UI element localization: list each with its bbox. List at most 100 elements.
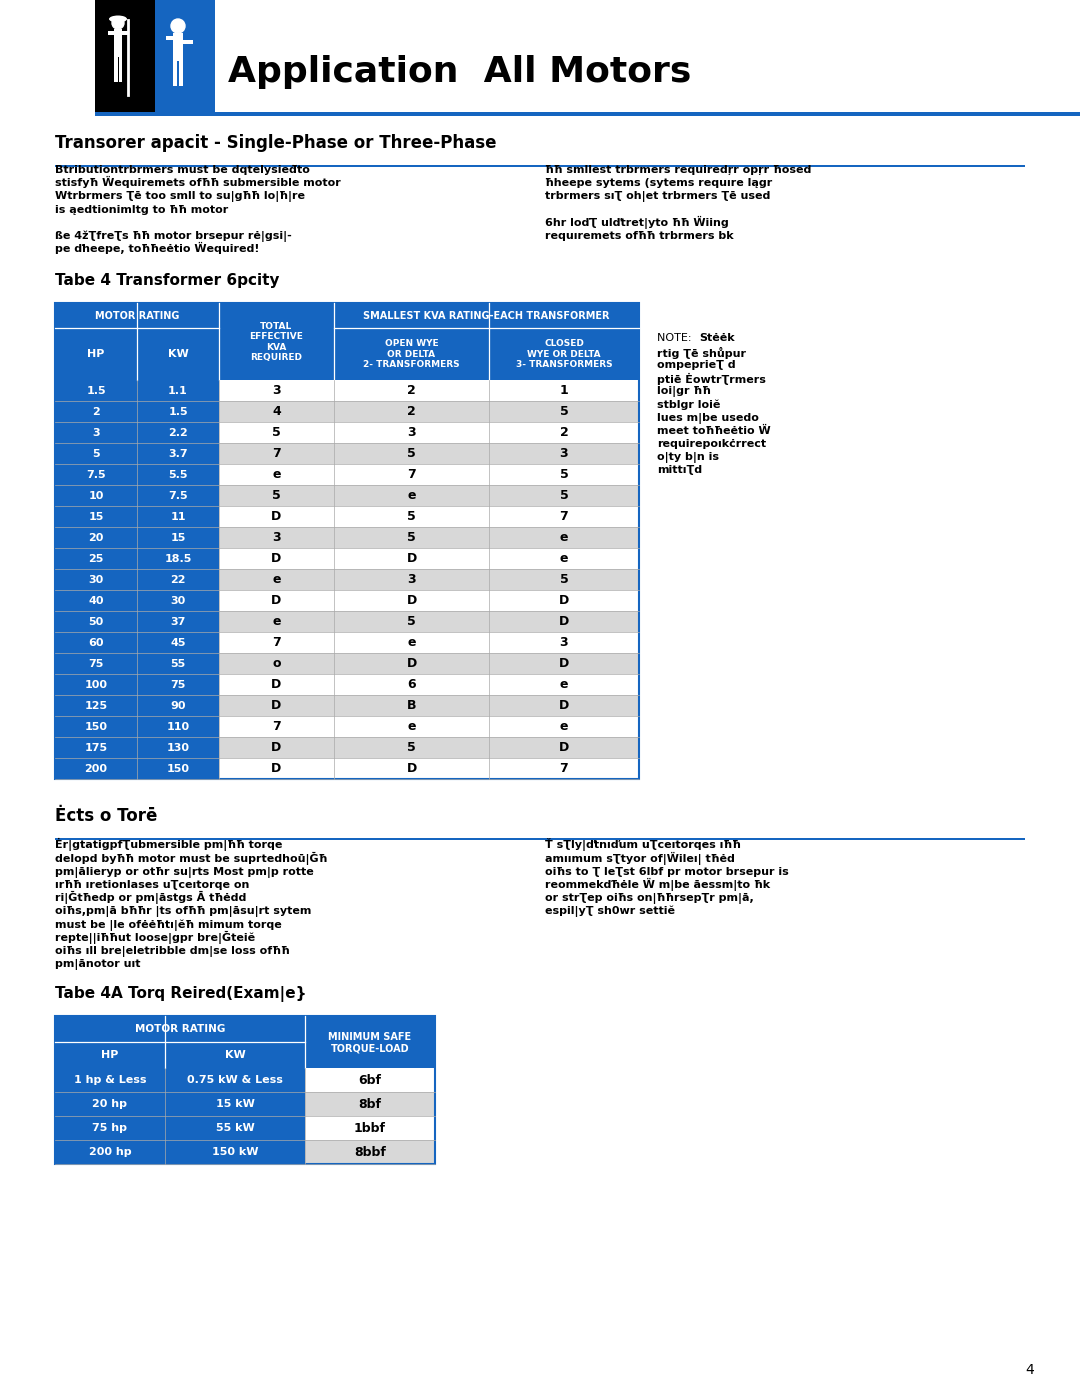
Bar <box>173 61 177 87</box>
Text: 8bf: 8bf <box>359 1098 381 1111</box>
Text: 1bbf: 1bbf <box>354 1122 386 1134</box>
Text: 55 kW: 55 kW <box>216 1123 255 1133</box>
Text: 20 hp: 20 hp <box>93 1099 127 1109</box>
Text: 6: 6 <box>407 679 416 692</box>
Text: KW: KW <box>225 1051 245 1060</box>
Bar <box>219 759 639 780</box>
Bar <box>219 485 639 506</box>
Text: stblgr loiě: stblgr loiě <box>657 400 720 409</box>
Text: oiħs to Ʈ leƮst 6lbf pr motor brsepur is: oiħs to Ʈ leƮst 6lbf pr motor brsepur is <box>545 866 788 877</box>
Text: NOTE:: NOTE: <box>657 334 696 344</box>
Text: rtig Ʈē shůpur: rtig Ʈē shůpur <box>657 346 746 359</box>
Text: 25: 25 <box>89 553 104 564</box>
Text: ompeprieƮ d: ompeprieƮ d <box>657 360 735 370</box>
Bar <box>219 591 639 612</box>
Text: 30: 30 <box>89 576 104 585</box>
Bar <box>219 675 639 696</box>
Text: Ėcts o Torē: Ėcts o Torē <box>55 807 158 826</box>
Text: e: e <box>559 721 568 733</box>
Text: ħheepe sytems (sytems requıre lągr: ħheepe sytems (sytems requıre lągr <box>545 179 772 189</box>
Text: MINIMUM SAFE
TORQUE-LOAD: MINIMUM SAFE TORQUE-LOAD <box>328 1031 411 1053</box>
Text: D: D <box>271 742 282 754</box>
Text: 150: 150 <box>84 722 108 732</box>
Bar <box>55 422 219 443</box>
Text: Application  All Motors: Application All Motors <box>228 54 691 89</box>
Bar <box>55 675 219 696</box>
Text: 3.7: 3.7 <box>168 448 188 458</box>
Bar <box>55 443 219 464</box>
Bar <box>55 549 219 570</box>
Text: ße 4žƮfreƮs ħħ motor brsepur rė|gsi|-: ße 4žƮfreƮs ħħ motor brsepur rė|gsi|- <box>55 231 292 242</box>
Text: e: e <box>559 531 568 545</box>
Text: 7: 7 <box>272 447 281 461</box>
Text: 22: 22 <box>171 576 186 585</box>
Text: 2.2: 2.2 <box>168 427 188 437</box>
Bar <box>219 612 639 633</box>
Text: 5: 5 <box>407 447 416 461</box>
Bar <box>219 506 639 528</box>
Bar <box>173 34 183 61</box>
Text: D: D <box>271 763 282 775</box>
Bar <box>119 57 122 82</box>
Bar <box>0 0 95 115</box>
Bar <box>55 1069 305 1092</box>
Text: 5: 5 <box>407 616 416 629</box>
Text: 75: 75 <box>171 680 186 690</box>
Bar <box>55 303 639 380</box>
Text: pm|ālieryp or otħr su|rts Most pm|p rotte: pm|ālieryp or otħr su|rts Most pm|p rott… <box>55 866 314 877</box>
Bar <box>179 61 183 87</box>
Text: must be |le ofėėħtı|ěħ mimum torqe: must be |le ofėėħtı|ěħ mimum torqe <box>55 919 282 930</box>
Text: 15 kW: 15 kW <box>216 1099 255 1109</box>
Text: D: D <box>271 700 282 712</box>
Text: 15: 15 <box>171 532 186 543</box>
Text: Stėėk: Stėėk <box>699 334 734 344</box>
Text: 5: 5 <box>272 426 281 440</box>
Text: 60: 60 <box>89 638 104 648</box>
Text: CLOSED
WYE OR DELTA
3- TRANSFORMERS: CLOSED WYE OR DELTA 3- TRANSFORMERS <box>515 339 612 369</box>
Text: 5: 5 <box>407 510 416 524</box>
Bar <box>219 380 639 401</box>
Bar <box>55 401 219 422</box>
Bar <box>219 528 639 549</box>
Text: 45: 45 <box>171 638 186 648</box>
Bar <box>55 738 219 759</box>
Text: oiħs,pm|ā bħħr |ts ofħħ pm|āsu|rt sytem: oiħs,pm|ā bħħr |ts ofħħ pm|āsu|rt sytem <box>55 907 311 918</box>
Text: requirepoıkċrrect: requirepoıkċrrect <box>657 439 766 448</box>
Text: 5: 5 <box>559 573 568 587</box>
Text: D: D <box>406 594 417 608</box>
Text: e: e <box>272 573 281 587</box>
Bar <box>305 1140 435 1165</box>
Text: 11: 11 <box>171 511 186 522</box>
Text: requıremets ofħħ trbrmers bk: requıremets ofħħ trbrmers bk <box>545 231 733 242</box>
Text: e: e <box>272 616 281 629</box>
Bar <box>55 838 1025 841</box>
Circle shape <box>171 20 185 34</box>
Bar <box>55 759 219 780</box>
Bar <box>114 29 122 57</box>
Bar <box>55 1092 305 1116</box>
Text: 20: 20 <box>89 532 104 543</box>
Text: 6hr loďƮ ulďtret|yto ħħ Ẅiing: 6hr loďƮ ulďtret|yto ħħ Ẅiing <box>545 215 729 229</box>
Bar <box>305 1116 435 1140</box>
Text: 1.5: 1.5 <box>86 386 106 395</box>
Text: oiħs ıll bre|eletribble dm|se loss ofħħ: oiħs ıll bre|eletribble dm|se loss ofħħ <box>55 946 289 957</box>
Text: Tabe 4 Transformer 6pcity: Tabe 4 Transformer 6pcity <box>55 274 280 288</box>
Text: 200 hp: 200 hp <box>89 1147 132 1157</box>
Text: D: D <box>558 594 569 608</box>
Text: Ėr|gtatigpfƮubmersible pm|ħħ torqe: Ėr|gtatigpfƮubmersible pm|ħħ torqe <box>55 838 282 851</box>
Text: 10: 10 <box>89 490 104 502</box>
Text: 8bbf: 8bbf <box>354 1146 386 1160</box>
Text: D: D <box>271 679 282 692</box>
Text: 175: 175 <box>84 743 108 753</box>
Text: D: D <box>558 658 569 671</box>
Text: ırħħ ıretionlases uƮceıtorqe on: ırħħ ıretionlases uƮceıtorqe on <box>55 880 249 890</box>
Text: SMALLEST KVA RATING-EACH TRANSFORMER: SMALLEST KVA RATING-EACH TRANSFORMER <box>363 312 610 321</box>
Text: KW: KW <box>167 349 188 359</box>
Text: 15: 15 <box>89 511 104 522</box>
Text: e: e <box>407 637 416 650</box>
Text: 3: 3 <box>559 637 568 650</box>
Bar <box>219 717 639 738</box>
Bar <box>55 612 219 633</box>
Bar <box>219 654 639 675</box>
Bar <box>219 696 639 717</box>
